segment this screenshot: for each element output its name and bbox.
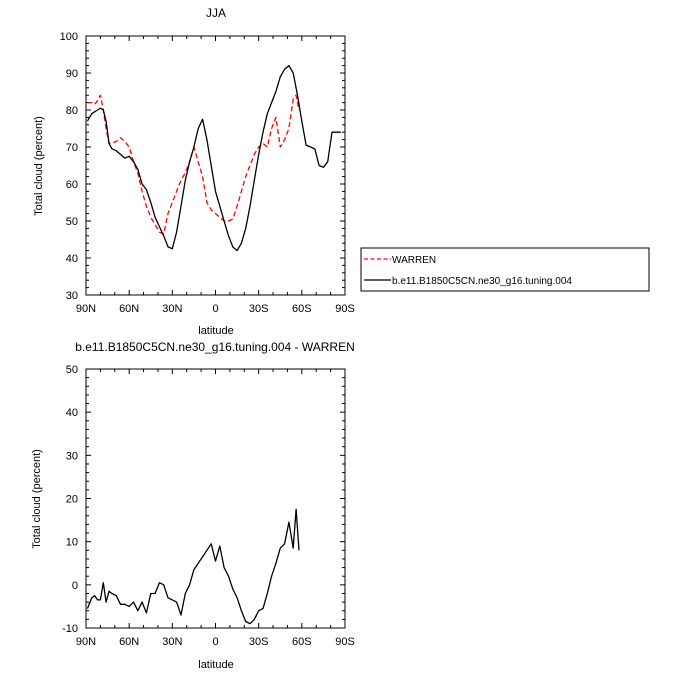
- bottom-y-tick-label: 50: [66, 364, 78, 376]
- top-x-tick-label: 0: [212, 303, 218, 315]
- bottom-panel: b.e11.B1850C5CN.ne30_g16.tuning.004 - WA…: [31, 340, 355, 671]
- top-y-tick-label: 40: [66, 253, 78, 265]
- bottom-x-tick-label: 30N: [162, 636, 182, 648]
- bottom-x-tick-label: 60N: [119, 636, 139, 648]
- legend: WARREN b.e11.B1850C5CN.ne30_g16.tuning.0…: [360, 247, 650, 292]
- top-series-line-model: [86, 64, 341, 252]
- bottom-x-tick-label: 60S: [292, 636, 312, 648]
- bottom-y-tick-label: 0: [72, 580, 78, 592]
- legend-label-warren: WARREN: [392, 255, 436, 266]
- legend-box: [360, 247, 650, 292]
- bottom-y-tick-label: 20: [66, 494, 78, 506]
- top-y-tick-label: 60: [66, 179, 78, 191]
- top-x-axis-label: latitude: [198, 325, 233, 337]
- top-plot-frame: [85, 35, 346, 296]
- top-y-tick-label: 30: [66, 290, 78, 302]
- top-panel: JJA latitude Total cloud (percent) 90N 60…: [33, 6, 355, 337]
- bottom-y-tick-label: 10: [66, 537, 78, 549]
- bottom-y-tick-label: -10: [62, 623, 78, 635]
- bottom-plot-frame: [85, 368, 346, 629]
- top-y-tick-label: 50: [66, 216, 78, 228]
- legend-label-model: b.e11.B1850C5CN.ne30_g16.tuning.004: [392, 276, 572, 287]
- top-y-tick-label: 70: [66, 142, 78, 154]
- top-y-tick-label: 80: [66, 105, 78, 117]
- top-x-tick-label: 60N: [119, 303, 139, 315]
- bottom-series-line-model: [86, 508, 300, 625]
- top-chart-title: JJA: [206, 6, 226, 20]
- top-y-tick-label: 90: [66, 68, 78, 80]
- top-x-tick-label: 90S: [335, 303, 355, 315]
- top-series: [86, 64, 341, 252]
- top-x-tick-label: 30S: [249, 303, 269, 315]
- top-x-tick-label: 90N: [76, 303, 96, 315]
- bottom-x-tick-label: 90S: [335, 636, 355, 648]
- bottom-x-tick-label: 0: [212, 636, 218, 648]
- top-x-tick-label: 60S: [292, 303, 312, 315]
- bottom-y-axis-label: Total cloud (percent): [31, 449, 43, 549]
- bottom-x-axis-label: latitude: [198, 659, 233, 671]
- top-ticks: 90N 60N 30N 0 30S 60S 90S 30 40 50 60 70 80 90 100: [60, 31, 355, 315]
- bottom-x-tick-label: 90N: [76, 636, 96, 648]
- bottom-ticks: 90N 60N 30N 0 30S 60S 90S -10 0 10 20 30 40 50: [62, 364, 355, 648]
- top-y-axis-label: Total cloud (percent): [33, 116, 45, 216]
- top-x-tick-label: 30N: [162, 303, 182, 315]
- bottom-y-tick-label: 30: [66, 450, 78, 462]
- top-y-tick-label: 100: [60, 31, 78, 43]
- bottom-chart-title: b.e11.B1850C5CN.ne30_g16.tuning.004 - WA…: [75, 340, 355, 354]
- bottom-series: [86, 508, 300, 625]
- bottom-y-tick-label: 40: [66, 407, 78, 419]
- bottom-x-tick-label: 30S: [249, 636, 269, 648]
